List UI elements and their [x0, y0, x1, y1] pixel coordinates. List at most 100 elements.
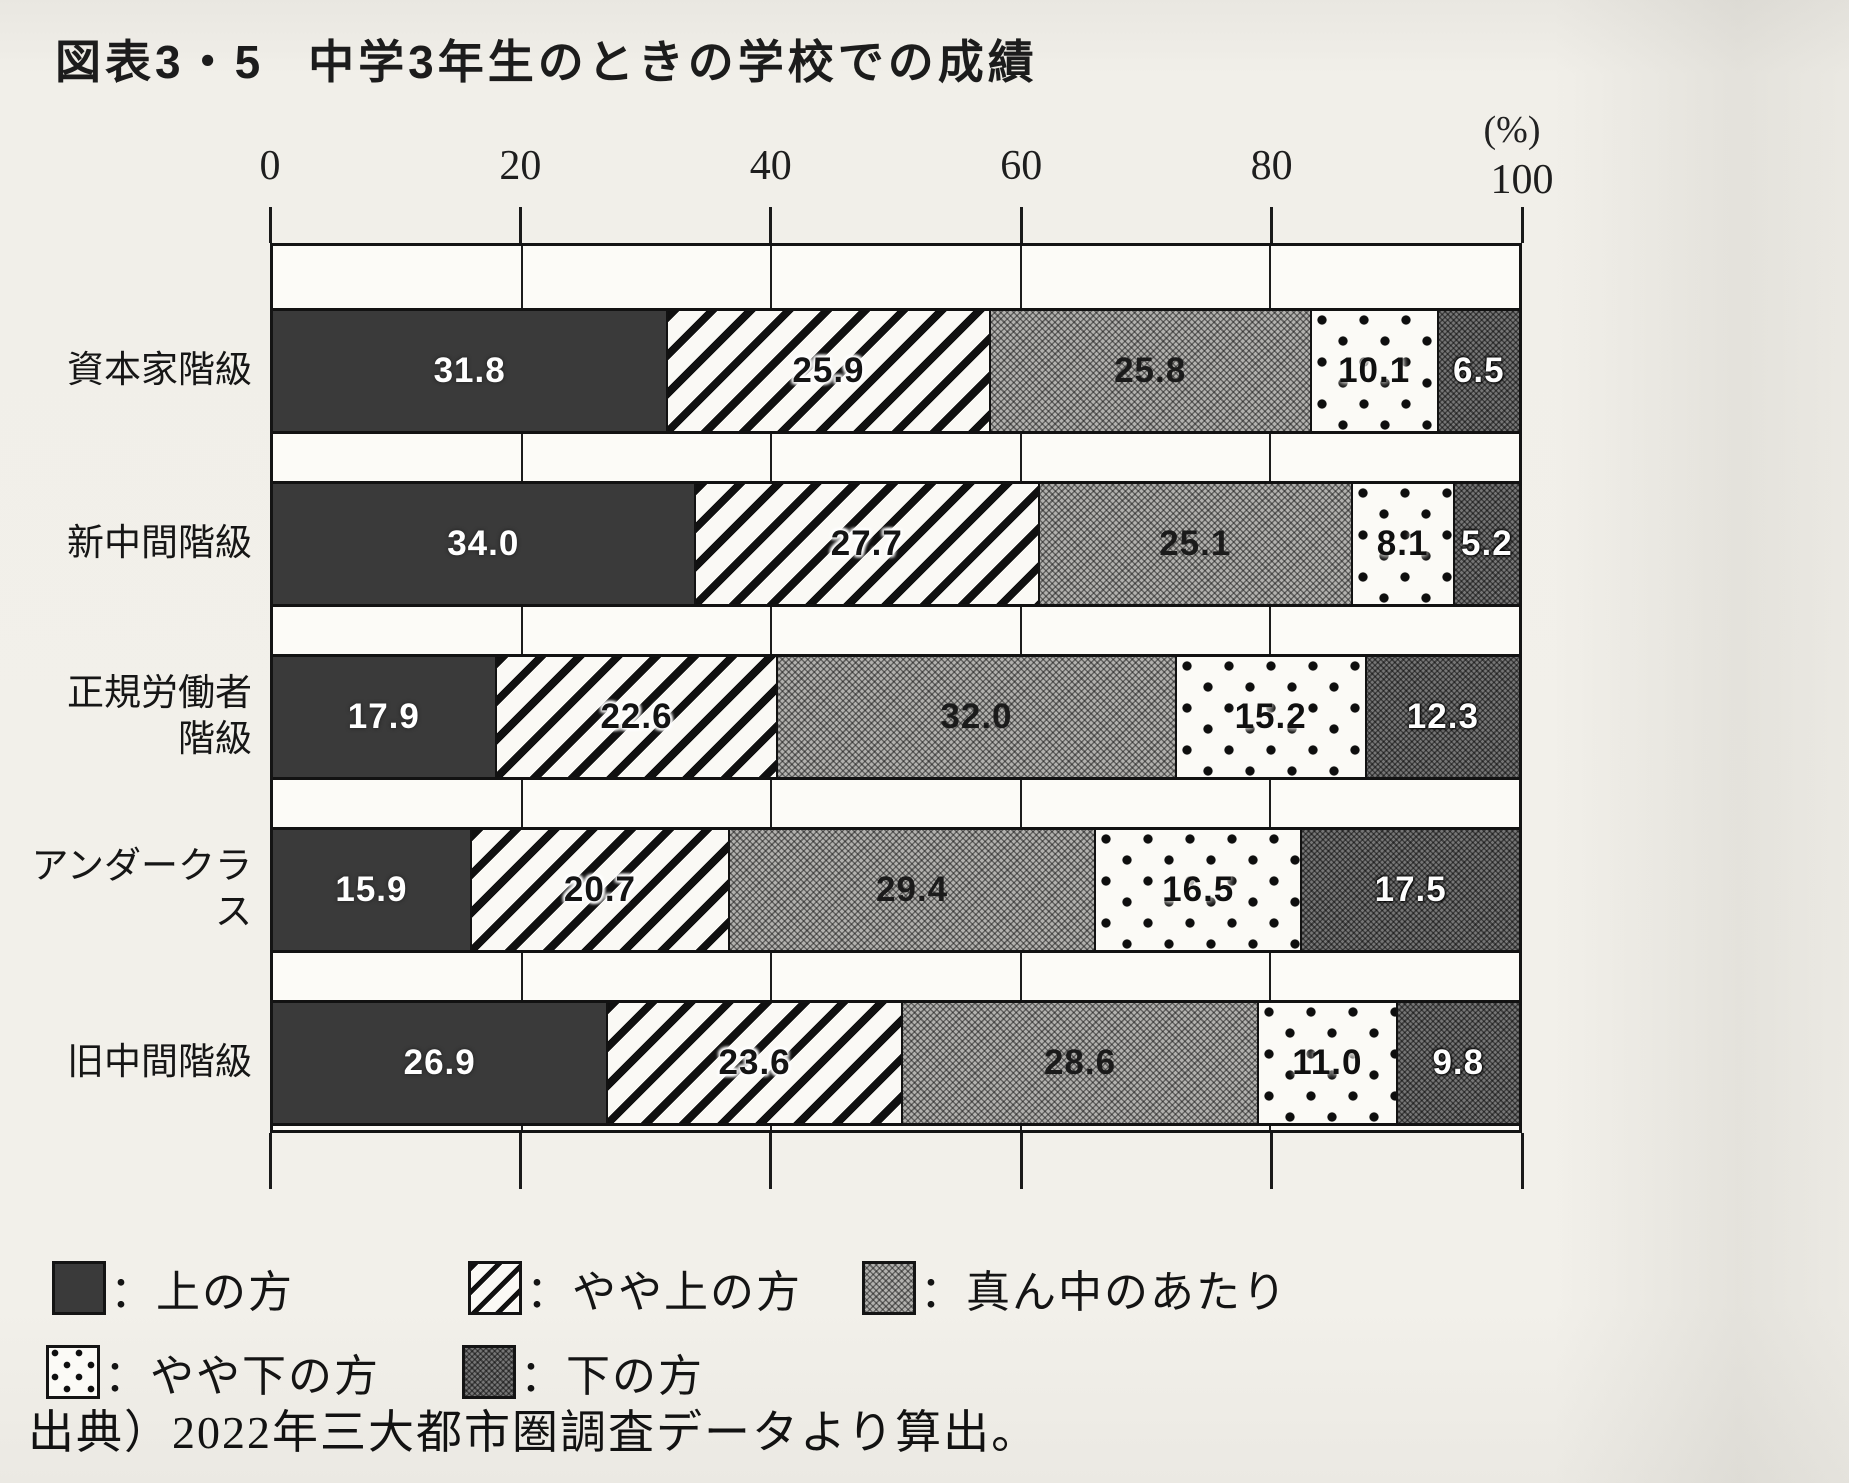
bar-segment: 15.9	[273, 830, 470, 950]
bar-row: 15.9 20.7 29.4 16.5 17.5	[273, 827, 1519, 953]
segment-value-label: 17.9	[348, 697, 420, 737]
segment-value-label: 15.2	[1235, 697, 1307, 737]
bar-segment: 17.5	[1300, 830, 1519, 950]
category-label: 資本家階級	[2, 348, 252, 394]
legend-label: 下の方	[566, 1340, 704, 1404]
bottom-axis-ticks	[270, 1133, 1522, 1193]
segment-value-label: 27.7	[831, 524, 903, 564]
legend-label: やや下の方	[150, 1340, 380, 1404]
legend-colon: ：	[104, 1340, 148, 1404]
source-note: 出典）2022年三大都市圏調査データより算出。	[28, 1396, 1039, 1462]
x-tick-mark	[269, 207, 272, 243]
bar-segment: 11.0	[1257, 1003, 1395, 1123]
bar-segment: 12.3	[1365, 657, 1519, 777]
bar-segment: 5.2	[1453, 484, 1519, 604]
bar-segment: 9.8	[1396, 1003, 1519, 1123]
x-tick-mark	[1270, 207, 1273, 243]
segment-value-label: 17.5	[1375, 870, 1447, 910]
segment-value-label: 9.8	[1432, 1043, 1484, 1083]
segment-value-label: 22.6	[600, 697, 672, 737]
segment-value-label: 10.1	[1338, 351, 1410, 391]
bar-segment: 28.6	[901, 1003, 1257, 1123]
plot-area: 31.8 25.9 25.8 10.1 6.5 34.0 27.7 25.1 8.1 5.2 17.…	[270, 243, 1522, 1133]
category-label: 正規労働者 階級	[2, 671, 252, 764]
x-tick-mark	[519, 1133, 522, 1189]
segment-value-label: 15.9	[335, 870, 407, 910]
x-tick-mark	[1020, 1133, 1023, 1189]
figure-title-text: 中学3年生のときの学校での成績	[308, 36, 1038, 88]
legend-label: 上の方	[156, 1256, 294, 1320]
segment-value-label: 16.5	[1162, 870, 1234, 910]
x-tick-label: 80	[1251, 142, 1293, 190]
bar-segment: 6.5	[1437, 311, 1519, 431]
x-tick-label: 20	[499, 142, 541, 190]
legend-swatch-dark-gray-crosshatch	[462, 1345, 516, 1399]
x-tick-mark	[519, 207, 522, 243]
bar-segment: 25.8	[989, 311, 1310, 431]
legend-colon: ：	[526, 1256, 570, 1320]
segment-value-label: 31.8	[434, 351, 506, 391]
scanned-page: 図表3・5中学3年生のときの学校での成績 (%) 020406080100 31…	[0, 0, 1849, 1483]
segment-value-label: 29.4	[876, 870, 948, 910]
bar-row: 34.0 27.7 25.1 8.1 5.2	[273, 481, 1519, 607]
segment-value-label: 12.3	[1407, 697, 1479, 737]
bar-segment: 17.9	[273, 657, 495, 777]
segment-value-label: 5.2	[1461, 524, 1513, 564]
legend-label: 真ん中のあたり	[966, 1256, 1288, 1320]
legend-colon: ：	[920, 1256, 964, 1320]
x-tick-mark	[269, 1133, 272, 1189]
category-labels: 資本家階級新中間階級正規労働者 階級アンダークラス旧中間階級	[0, 0, 258, 1200]
x-tick-mark	[1270, 1133, 1273, 1189]
legend-item: ：やや下の方	[46, 1340, 380, 1404]
segment-value-label: 25.1	[1159, 524, 1231, 564]
bar-segment: 10.1	[1310, 311, 1437, 431]
bar-segment: 23.6	[606, 1003, 900, 1123]
category-label: 新中間階級	[2, 521, 252, 567]
legend-item: ：やや上の方	[468, 1256, 802, 1320]
legend: ：上の方：やや上の方：真ん中のあたり：やや下の方：下の方	[0, 1256, 1849, 1406]
bar-segment: 8.1	[1351, 484, 1453, 604]
bar-row: 17.9 22.6 32.0 15.2 12.3	[273, 654, 1519, 780]
segment-value-label: 8.1	[1377, 524, 1429, 564]
bar-segment: 26.9	[273, 1003, 606, 1123]
bar-segment: 34.0	[273, 484, 694, 604]
bar-row: 26.9 23.6 28.6 11.0 9.8	[273, 1000, 1519, 1126]
top-axis: 020406080100	[270, 138, 1522, 243]
segment-value-label: 11.0	[1292, 1043, 1362, 1083]
segment-value-label: 6.5	[1453, 351, 1505, 391]
bar-segment: 27.7	[694, 484, 1039, 604]
legend-swatch-white-dotted	[46, 1345, 100, 1399]
x-tick-label: 60	[1000, 142, 1042, 190]
bar-segment: 16.5	[1094, 830, 1300, 950]
legend-label: やや上の方	[572, 1256, 802, 1320]
segment-value-label: 25.9	[792, 351, 864, 391]
legend-swatch-solid-dark	[52, 1261, 106, 1315]
legend-item: ：上の方	[52, 1256, 294, 1320]
x-tick-label: 100	[1491, 156, 1554, 204]
legend-swatch-gray-crosshatch	[862, 1261, 916, 1315]
x-tick-mark	[769, 1133, 772, 1189]
x-tick-mark	[769, 207, 772, 243]
bar-segment: 25.1	[1038, 484, 1350, 604]
segment-value-label: 23.6	[719, 1043, 791, 1083]
legend-swatch-diagonal-hatch	[468, 1261, 522, 1315]
x-tick-label: 0	[260, 142, 281, 190]
legend-colon: ：	[110, 1256, 154, 1320]
segment-value-label: 25.8	[1114, 351, 1186, 391]
legend-item: ：真ん中のあたり	[862, 1256, 1288, 1320]
segment-value-label: 34.0	[447, 524, 519, 564]
bar-segment: 32.0	[776, 657, 1174, 777]
x-tick-mark	[1521, 1133, 1524, 1189]
bar-segment: 25.9	[666, 311, 988, 431]
legend-item: ：下の方	[462, 1340, 704, 1404]
x-tick-mark	[1521, 207, 1524, 243]
segment-value-label: 32.0	[940, 697, 1012, 737]
category-label: アンダークラス	[2, 844, 252, 937]
bar-segment: 31.8	[273, 311, 666, 431]
bar-segment: 29.4	[728, 830, 1094, 950]
bar-segment: 20.7	[470, 830, 728, 950]
category-label: 旧中間階級	[2, 1040, 252, 1086]
bar-segment: 22.6	[495, 657, 777, 777]
segment-value-label: 28.6	[1044, 1043, 1116, 1083]
bar-row: 31.8 25.9 25.8 10.1 6.5	[273, 308, 1519, 434]
